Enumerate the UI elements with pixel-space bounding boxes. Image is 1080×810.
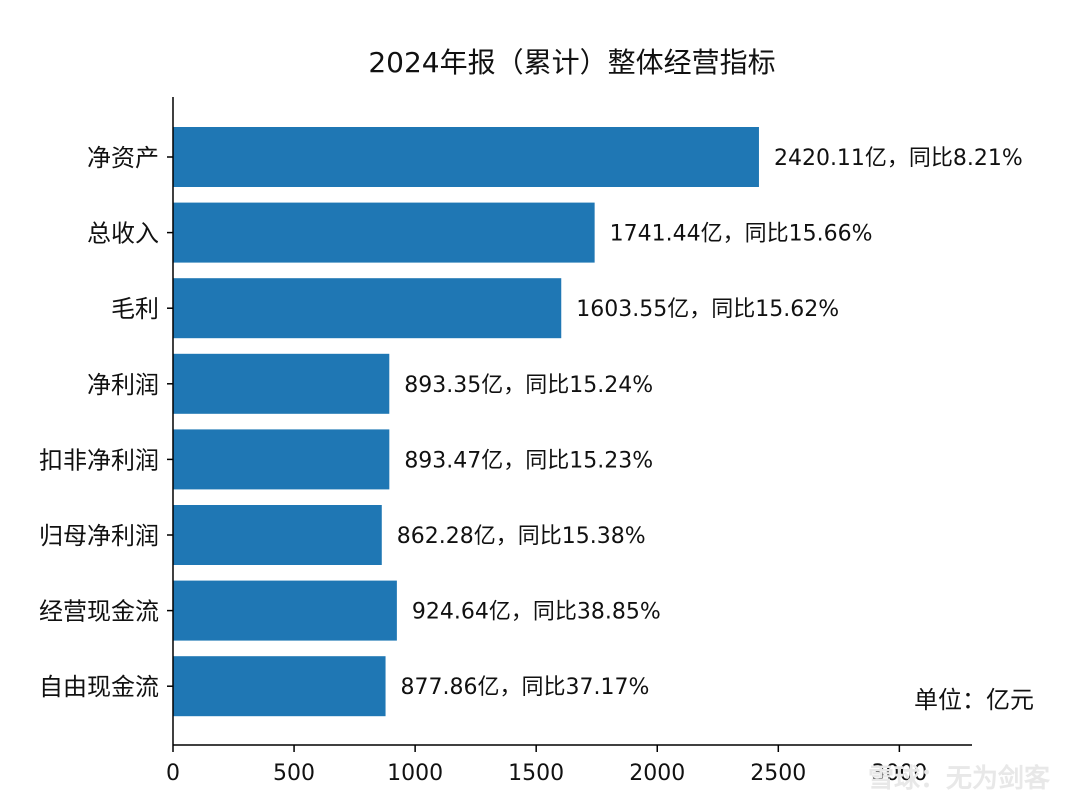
bar bbox=[173, 278, 562, 339]
x-tick-label: 0 bbox=[166, 761, 180, 786]
category-label: 扣非净利润 bbox=[39, 446, 159, 474]
category-label: 自由现金流 bbox=[39, 673, 159, 701]
bar bbox=[173, 127, 759, 187]
bar bbox=[173, 202, 595, 263]
data-label: 893.35亿，同比15.24% bbox=[404, 373, 653, 398]
bar bbox=[173, 353, 390, 414]
x-tick-label: 500 bbox=[273, 761, 315, 786]
unit-label: 单位：亿元 bbox=[914, 686, 1034, 714]
x-axis: 0 500 1000 1500 2000 2500 3000 bbox=[166, 745, 927, 786]
x-tick-label: 2000 bbox=[629, 761, 685, 786]
category-label: 总收入 bbox=[87, 220, 159, 248]
data-label: 2420.11亿，同比8.21% bbox=[774, 146, 1023, 171]
bar bbox=[173, 580, 397, 641]
category-label: 净资产 bbox=[87, 144, 159, 172]
x-tick-label: 3000 bbox=[871, 761, 927, 786]
category-label: 归母净利润 bbox=[39, 522, 159, 550]
x-tick-label: 1000 bbox=[387, 761, 443, 786]
data-labels: 2420.11亿，同比8.21% 1741.44亿，同比15.66% 1603.55… bbox=[397, 146, 1023, 700]
category-label: 毛利 bbox=[111, 295, 159, 323]
bar bbox=[173, 656, 386, 717]
x-tick-label: 2500 bbox=[750, 761, 806, 786]
category-label: 经营现金流 bbox=[39, 598, 159, 626]
data-label: 1603.55亿，同比15.62% bbox=[576, 297, 839, 322]
x-tick-label: 1500 bbox=[508, 761, 564, 786]
bar bbox=[173, 429, 390, 490]
data-label: 893.47亿，同比15.23% bbox=[404, 448, 653, 473]
data-label: 1741.44亿，同比15.66% bbox=[610, 222, 873, 247]
data-label: 924.64亿，同比38.85% bbox=[412, 600, 661, 625]
data-label: 862.28亿，同比15.38% bbox=[397, 524, 646, 549]
data-label: 877.86亿，同比37.17% bbox=[401, 675, 650, 700]
chart-title: 2024年报（累计）整体经营指标 bbox=[368, 46, 775, 79]
bar bbox=[173, 505, 382, 565]
watermark: 雪球：无为剑客 bbox=[868, 763, 1051, 794]
bars-group bbox=[173, 127, 759, 717]
category-label: 净利润 bbox=[87, 371, 159, 399]
